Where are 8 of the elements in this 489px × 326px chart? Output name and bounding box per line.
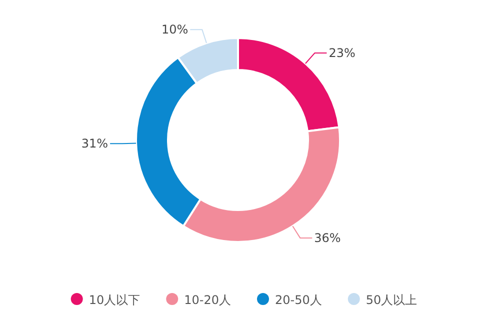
data-label: 36%	[314, 230, 341, 245]
legend-label: 10人以下	[88, 293, 140, 307]
legend-label: 10-20人	[184, 293, 231, 307]
legend-label: 50人以上	[366, 293, 418, 307]
data-label: 23%	[328, 46, 356, 60]
data-label: 31%	[81, 136, 108, 151]
legend-label: 20-50人	[275, 293, 322, 307]
data-label: 10%	[161, 22, 188, 37]
